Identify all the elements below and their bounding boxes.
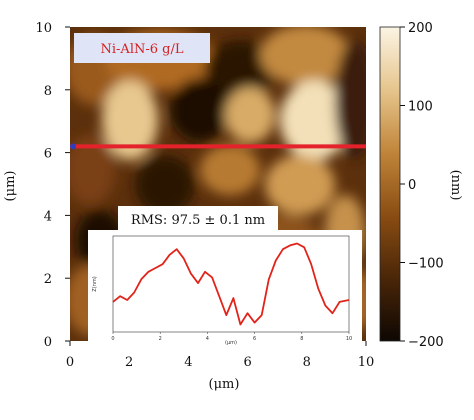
profile-x-tick-label: 6 [253,336,256,342]
sample-label-box [74,33,210,63]
y-tick-label: 0 [44,335,52,350]
profile-x-tick-label: 4 [206,336,209,342]
x-tick-label: 4 [184,355,192,370]
y-axis: 0 2 4 6 8 10 [35,21,70,350]
scan-line-layer [70,143,366,150]
x-tick-label: 10 [358,355,375,370]
profile-line [112,242,350,326]
profile-frame [112,235,350,333]
x-tick-label: 2 [125,355,133,370]
profile-x-tick-label: 10 [346,336,352,342]
y-tick-label: 4 [44,209,52,224]
x-tick-label: 8 [303,355,311,370]
profile-y-label: Z(nm) [92,276,98,291]
colorbar-tick-label: −200 [408,335,444,350]
colorbar-tick-label: 200 [408,21,433,36]
y-tick-label: 6 [44,147,52,162]
colorbar-label: (nm) [448,170,463,201]
x-tick-label: 0 [66,355,74,370]
x-tick-label: 6 [243,355,251,370]
x-axis-title: (μm) [209,377,240,392]
y-tick-label: 10 [35,21,52,36]
height-profile-inset: Z(nm) (μm) 0 2 4 6 8 10 [88,230,362,348]
scan-line-marker [70,143,76,150]
profile-x-tick-label: 0 [111,336,114,342]
profile-x-tick-label: 2 [159,336,162,342]
y-tick-label: 8 [44,84,52,99]
profile-x-tick-label: 8 [300,336,303,342]
profile-x-label: (μm) [225,340,237,346]
colorbar-tick-label: 0 [408,178,416,193]
colorbar-tick-label: 100 [408,100,433,115]
profile-x-ticks: 0 2 4 6 8 10 [111,332,352,342]
profile-background [88,230,362,348]
y-axis-title: (μm) [3,171,18,202]
y-tick-label: 2 [44,272,52,287]
colorbar [379,26,401,342]
colorbar-tick-label: −100 [408,257,444,272]
rms-label: RMS: 97.5 ± 0.1 nm [131,213,265,228]
rms-label-box [118,206,278,230]
colorbar-ticks: 200 100 0 −100 −200 [400,21,444,350]
sample-label: Ni-AlN-6 g/L [101,42,184,57]
